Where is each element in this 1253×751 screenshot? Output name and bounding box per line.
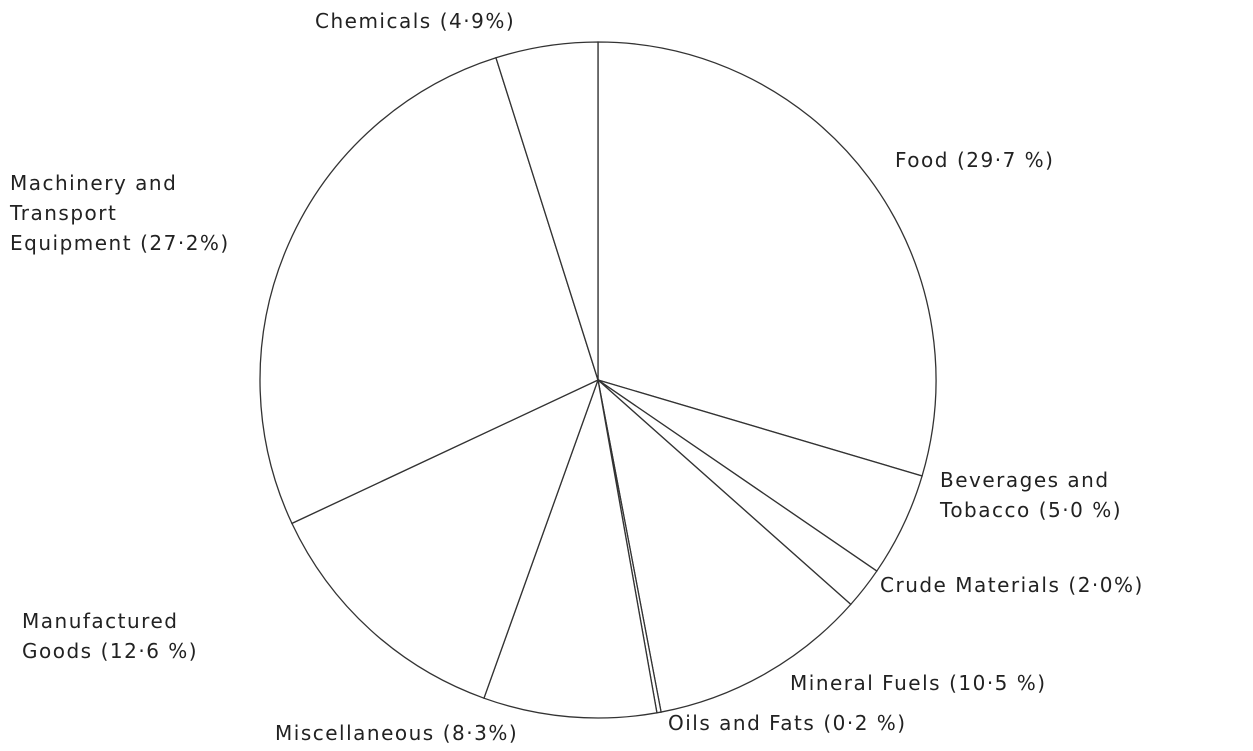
slice-label: Machinery and Transport Equipment (27·2%) [10, 168, 230, 258]
category-name: Chemicals [315, 9, 432, 33]
slice-label: Miscellaneous (8·3%) [275, 718, 518, 748]
category-name: Beverages and Tobacco [940, 468, 1110, 522]
category-name: Manufactured Goods [22, 609, 179, 663]
value-label: (0·2 %) [823, 711, 907, 735]
slice-label: Crude Materials (2·0%) [880, 570, 1144, 600]
pie-slice [259, 56, 599, 525]
value-label: (5·0 %) [1038, 498, 1123, 522]
value-label: (10·5 %) [949, 671, 1047, 695]
slice-label: Oils and Fats (0·2 %) [668, 708, 907, 738]
value-label: (29·7 %) [956, 148, 1055, 172]
slice-label: Mineral Fuels (10·5 %) [790, 668, 1047, 698]
value-label: (8·3%) [442, 721, 519, 745]
value-label: (2·0%) [1068, 573, 1144, 597]
category-name: Food [895, 148, 949, 172]
category-name: Crude Materials [880, 573, 1061, 597]
slice-label: Manufactured Goods (12·6 %) [22, 606, 198, 666]
pie-slice [597, 41, 937, 477]
slice-label: Beverages and Tobacco (5·0 %) [940, 465, 1122, 525]
pie-slice [291, 378, 600, 700]
pie-slice [597, 378, 852, 713]
pie-slice [495, 41, 599, 381]
category-name: Mineral Fuels [790, 671, 942, 695]
value-label: (4·9%) [439, 9, 516, 33]
category-name: Miscellaneous [275, 721, 435, 745]
slice-label: Food (29·7 %) [895, 145, 1054, 175]
category-name: Machinery and Transport Equipment [10, 171, 178, 255]
slice-label: Chemicals (4·9%) [315, 6, 515, 36]
value-label: (27·2%) [140, 231, 230, 255]
category-name: Oils and Fats [668, 711, 816, 735]
pie-slice [483, 377, 658, 719]
value-label: (12·6 %) [100, 639, 199, 663]
